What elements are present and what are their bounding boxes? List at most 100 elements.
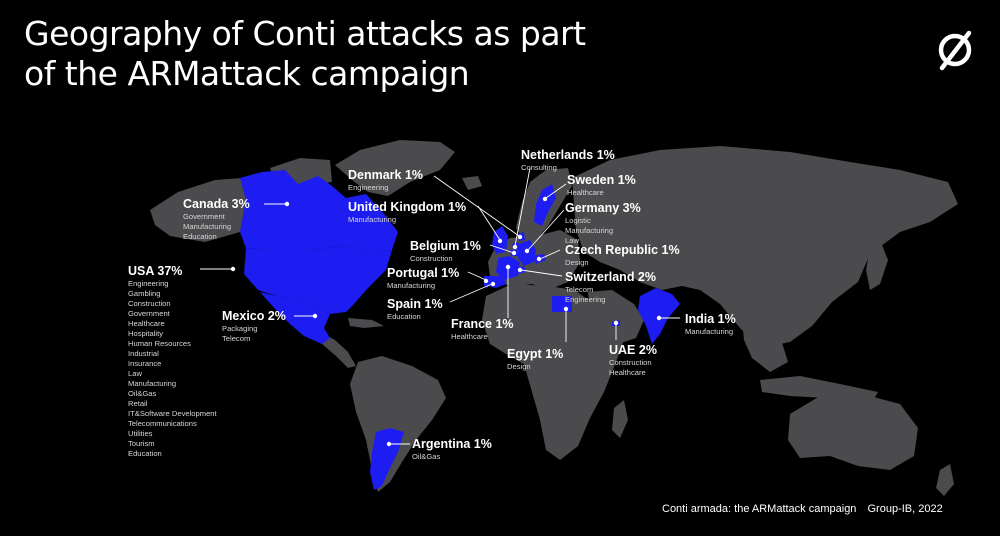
label-united-kingdom: United Kingdom 1% Manufacturing — [348, 200, 466, 225]
title-line-2: of the ARMattack campaign — [24, 54, 470, 93]
leader-dots — [230, 196, 662, 447]
country-name-sweden: Sweden 1% — [567, 173, 636, 187]
label-canada: Canada 3% Government Manufacturing Educa… — [183, 197, 250, 242]
sector-usa-10: Law — [128, 369, 142, 378]
label-belgium: Belgium 1% Construction — [410, 239, 481, 264]
sector-usa-11: Manufacturing — [128, 379, 177, 388]
sector-usa-12: Oil&Gas — [128, 389, 157, 398]
france-dot — [505, 264, 511, 270]
sector-usa-13: Retail — [128, 399, 148, 408]
sector-usa-6: Hospitality — [128, 329, 164, 338]
sector-germany-3: Law — [565, 236, 579, 245]
portugal-leader — [467, 271, 487, 281]
czech-dot — [536, 256, 542, 262]
title-line-1: Geography of Conti attacks as part — [24, 14, 586, 53]
country-name-egypt: Egypt 1% — [507, 347, 564, 361]
sector-usa-17: Tourism — [128, 439, 155, 448]
footer-report-name: Conti armada: the ARMattack campaign — [662, 503, 857, 515]
sector-czech-republic-1: Design — [565, 258, 589, 267]
iceland-shape — [462, 176, 482, 190]
country-name-switzerland: Switzerland 2% — [565, 270, 656, 284]
sector-spain-1: Education — [387, 312, 421, 321]
uk-leader — [477, 205, 501, 241]
sector-usa-7: Human Resources — [128, 339, 191, 348]
sector-usa-15: Telecommunications — [128, 419, 197, 428]
sector-canada-3: Education — [183, 232, 217, 241]
country-name-usa: USA 37% — [128, 264, 183, 278]
sector-usa-4: Government — [128, 309, 170, 318]
country-name-uae: UAE 2% — [609, 343, 657, 357]
canada-dot — [284, 201, 290, 207]
spain-shape — [488, 276, 506, 288]
country-name-india: India 1% — [685, 312, 736, 326]
sector-portugal-1: Manufacturing — [387, 281, 436, 290]
portugal-dot — [483, 278, 489, 284]
sector-mexico-2: Telecom — [222, 334, 251, 343]
switzerland-leader — [520, 269, 563, 277]
sector-argentina-1: Oil&Gas — [412, 452, 441, 461]
uae-dot — [613, 320, 619, 326]
sector-egypt-1: Design — [507, 362, 531, 371]
argentina-dot — [386, 441, 392, 447]
sector-netherlands-1: Consulting — [521, 163, 557, 172]
sector-denmark-1: Engineering — [348, 183, 389, 192]
sector-switzerland-1: Telecom — [565, 285, 594, 294]
sector-usa-5: Healthcare — [128, 319, 165, 328]
australia-shape — [788, 394, 918, 470]
usa-dot — [230, 266, 236, 272]
sector-usa-3: Construction — [128, 299, 171, 308]
country-name-france: France 1% — [451, 317, 514, 331]
country-name-united-kingdom: United Kingdom 1% — [348, 200, 467, 214]
canada-shape — [240, 170, 398, 252]
footer-caption: Conti armada: the ARMattack campaign Gro… — [662, 503, 943, 515]
argentina-shape — [370, 428, 404, 490]
uk-dot — [497, 238, 503, 244]
sector-mexico-1: Packaging — [222, 324, 258, 333]
sector-france-1: Healthcare — [451, 332, 488, 341]
sector-usa-2: Gambling — [128, 289, 161, 298]
sweden-leader — [545, 183, 567, 199]
mexico-dot — [312, 313, 318, 319]
label-india: India 1% Manufacturing — [685, 312, 736, 337]
sector-india-1: Manufacturing — [685, 327, 734, 336]
new-zealand-shape — [936, 464, 954, 496]
sector-uae-2: Healthcare — [609, 368, 646, 377]
madagascar-shape — [612, 400, 628, 438]
label-sweden: Sweden 1% Healthcare — [567, 173, 636, 198]
country-name-germany: Germany 3% — [565, 201, 641, 215]
leader-lines — [200, 167, 680, 445]
sector-usa-1: Engineering — [128, 279, 169, 288]
sector-sweden-1: Healthcare — [567, 188, 604, 197]
label-spain: Spain 1% Education — [387, 297, 443, 322]
country-name-netherlands: Netherlands 1% — [521, 148, 615, 162]
label-switzerland: Switzerland 2% Telecom Engineering — [565, 270, 656, 305]
label-egypt: Egypt 1% Design — [507, 347, 563, 372]
japan-shape — [866, 240, 888, 290]
label-denmark: Denmark 1% Engineering — [348, 168, 423, 193]
label-germany: Germany 3% Logistic Manufacturing Law — [565, 201, 641, 246]
slashed-circle-logo-icon — [938, 30, 972, 71]
label-argentina: Argentina 1% Oil&Gas — [412, 437, 492, 462]
footer-source: Group-IB, 2022 — [867, 503, 943, 515]
southeast-asia-shape — [742, 316, 788, 372]
asia-shape — [572, 146, 958, 348]
label-czech-republic: Czech Republic 1% Design — [565, 243, 680, 268]
spain-leader — [449, 283, 493, 303]
alaska-shape — [150, 178, 246, 242]
sector-germany-2: Manufacturing — [565, 226, 614, 235]
india-dot — [656, 315, 662, 321]
arabia-shape — [588, 290, 644, 346]
netherlands-dot — [512, 244, 518, 250]
spain-dot — [490, 281, 496, 287]
belgium-dot — [511, 250, 517, 256]
mexico-shape — [260, 292, 330, 344]
south-america-shape — [350, 356, 446, 492]
country-name-canada: Canada 3% — [183, 197, 250, 211]
central-america-shape — [320, 332, 356, 368]
belgium-leader — [489, 244, 515, 254]
egypt-dot — [563, 306, 569, 312]
germany-leader — [527, 209, 565, 251]
greenland-shape — [335, 140, 455, 196]
page-title: Geography of Conti attacks as part of th… — [24, 14, 586, 94]
sector-usa-16: Utilities — [128, 429, 153, 438]
